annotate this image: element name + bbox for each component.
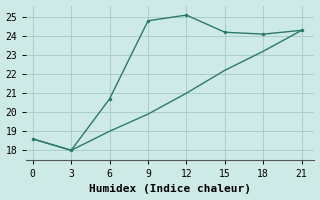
X-axis label: Humidex (Indice chaleur): Humidex (Indice chaleur) (89, 184, 252, 194)
